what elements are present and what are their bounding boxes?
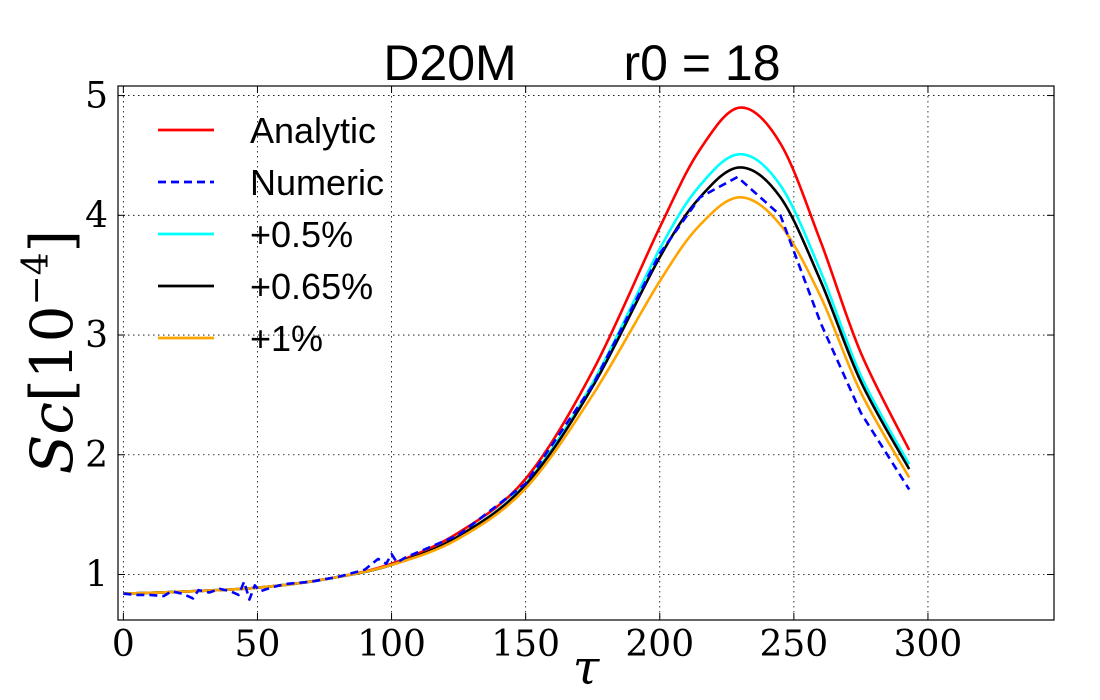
x-tick-label: 250 [759,624,828,665]
legend-label-0-65: +0.65% [250,266,373,307]
plot-frame [117,85,1055,621]
y-axis-label-exponent: −4 [16,252,57,305]
y-axis-label-base: 10 [18,306,86,380]
ticks: 0 50 100 150 200 250 300 1 2 3 4 5 [85,76,1054,665]
chart-title-left: D20M [383,35,516,91]
y-axis-label: Sc[10−4] [16,230,86,474]
y-tick-label: 1 [85,555,108,596]
x-tick-label: 50 [235,624,281,665]
legend: Analytic Numeric +0.5% +0.65% +1% [158,110,384,359]
x-tick-label: 200 [625,624,694,665]
y-axis-label-bracket-close: ] [18,230,86,253]
legend-label-numeric: Numeric [250,162,384,203]
legend-label-1: +1% [250,318,323,359]
x-axis-label: τ [573,640,601,696]
grid [118,86,1054,620]
x-tick-label: 0 [112,624,135,665]
y-tick-label: 3 [85,315,108,356]
x-tick-label: 100 [357,624,426,665]
chart-title-right: r0 = 18 [623,35,780,91]
y-tick-label: 4 [85,195,108,236]
x-tick-label: 150 [491,624,560,665]
y-axis-label-prefix: Sc [18,402,86,474]
series-line-numeric [123,175,911,601]
x-tick-label: 300 [894,624,963,665]
y-axis-label-bracket-open: [ [18,379,86,402]
legend-label-analytic: Analytic [250,110,376,151]
y-tick-label: 5 [85,76,108,117]
series-layer [123,106,911,601]
y-tick-label: 2 [85,435,108,476]
legend-label-0-5: +0.5% [250,214,353,255]
